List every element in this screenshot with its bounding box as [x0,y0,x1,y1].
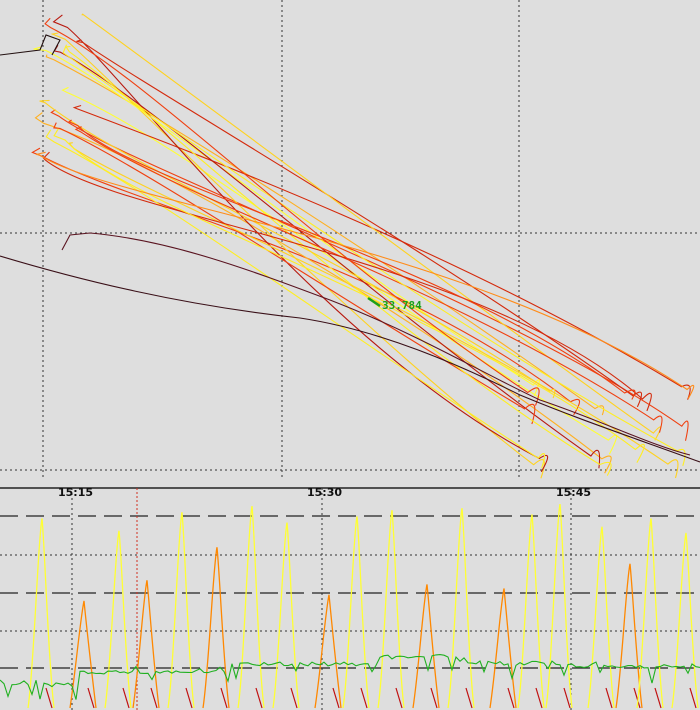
time-series-peak [412,584,440,709]
time-series-peak [314,594,342,709]
time-series-peak-base [290,687,298,709]
time-series-peak-base [689,687,697,709]
track-line [62,44,686,466]
time-series-peak-base [220,687,228,709]
track-line [72,104,691,400]
time-series-peak-base [654,687,662,709]
time-series-peak [167,512,195,709]
time-series-peak [104,530,132,709]
track-lines [0,13,700,479]
track-line [33,46,540,397]
time-series-peak [202,547,230,709]
time-series-peak [132,580,160,709]
time-series-peak-base [507,687,515,709]
track-line [50,32,545,479]
track-callout-label: 33.784 [382,299,422,312]
time-grid [0,488,700,710]
track-line [34,112,612,474]
track-line [0,34,61,56]
track-plot: 33.784 [0,0,700,480]
track-line [65,45,612,476]
time-series-plot: 15:15 15:30 15:45 [0,480,700,710]
time-series-peak [447,508,475,709]
track-line [81,13,662,441]
time-series-peak-base [605,687,613,709]
x-tick-label-1545: 15:45 [556,486,591,499]
track-line [0,255,700,463]
time-series-peak [517,514,545,709]
time-series-peak [615,563,643,709]
time-series-peak [489,588,517,709]
track-line [74,126,663,433]
time-series-peak-base [45,687,53,709]
track-line [52,14,549,473]
time-series-peak [671,532,699,709]
time-series-peak [377,510,405,709]
track-marker [367,296,381,308]
time-series-peak [69,600,97,709]
time-series-peak [272,522,300,709]
time-series-peak [342,516,370,709]
time-series-peak [27,518,55,709]
time-series-peak-base [633,687,641,709]
track-line [35,151,695,399]
track-line [42,151,652,412]
track-line [53,128,645,463]
time-series-peak-base [150,687,158,709]
track-line [61,232,691,456]
track-line [53,122,536,425]
time-series-peak [545,503,573,709]
time-series-peak-base [255,687,263,709]
time-series-peak-base [535,687,543,709]
time-series-peak-base [87,687,95,709]
track-line [44,17,540,406]
track-line [39,99,556,399]
time-series-peak-base [122,687,130,709]
time-plot-background [0,480,700,710]
track-line [68,142,679,479]
time-series-peak-base [395,687,403,709]
time-series-peak [237,505,265,709]
time-series-peak-base [360,687,368,709]
track-line [76,39,643,408]
track-line [61,86,618,455]
time-series-peak [636,518,664,709]
time-series-lines [0,503,700,709]
time-series-peak-base [332,687,340,709]
time-series-peak-base [185,687,193,709]
time-series-peak [587,526,615,709]
x-tick-label-1515: 15:15 [58,486,93,499]
time-series-baseline [0,654,700,700]
track-line [67,119,636,400]
time-series-peak-base [465,687,473,709]
time-series-peak-base [563,687,571,709]
time-series-peak-base [430,687,438,709]
x-tick-label-1530: 15:30 [307,486,342,499]
